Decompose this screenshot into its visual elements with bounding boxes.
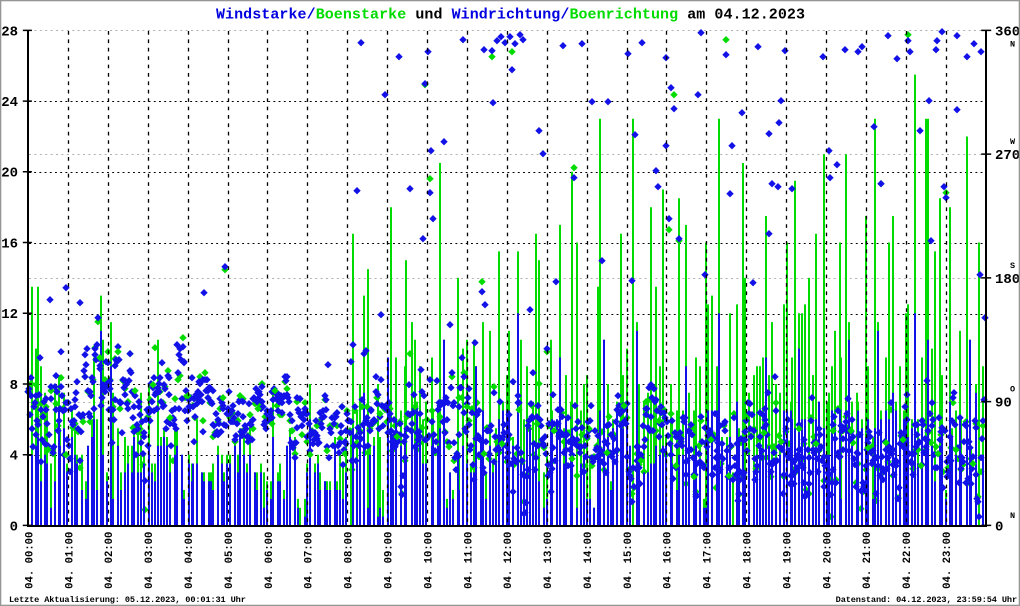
svg-text:04. 07:00: 04. 07:00 xyxy=(304,532,316,589)
svg-text:270: 270 xyxy=(995,148,1020,164)
svg-text:28: 28 xyxy=(1,24,18,40)
svg-text:04. 08:00: 04. 08:00 xyxy=(344,532,356,589)
svg-text:O: O xyxy=(1010,385,1015,395)
svg-text:04. 02:00: 04. 02:00 xyxy=(104,532,116,589)
svg-text:04. 21:00: 04. 21:00 xyxy=(862,532,874,589)
svg-text:04. 00:00: 04. 00:00 xyxy=(24,532,36,589)
svg-text:04. 05:00: 04. 05:00 xyxy=(224,532,236,589)
svg-text:16: 16 xyxy=(1,236,18,252)
svg-text:04. 16:00: 04. 16:00 xyxy=(663,532,675,589)
svg-text:04. 06:00: 04. 06:00 xyxy=(264,532,276,589)
svg-text:04. 01:00: 04. 01:00 xyxy=(64,532,76,589)
svg-text:20: 20 xyxy=(1,166,18,182)
svg-text:04. 20:00: 04. 20:00 xyxy=(822,532,834,589)
svg-text:04. 19:00: 04. 19:00 xyxy=(782,532,794,589)
svg-text:0: 0 xyxy=(995,519,1003,535)
svg-text:04. 04:00: 04. 04:00 xyxy=(184,532,196,589)
svg-text:04. 18:00: 04. 18:00 xyxy=(743,532,755,589)
svg-text:04. 22:00: 04. 22:00 xyxy=(902,532,914,589)
svg-text:180: 180 xyxy=(995,272,1020,288)
svg-text:360: 360 xyxy=(995,24,1020,40)
svg-text:8: 8 xyxy=(10,378,18,394)
svg-text:04. 13:00: 04. 13:00 xyxy=(543,532,555,589)
svg-text:N: N xyxy=(1010,39,1015,49)
svg-text:04. 17:00: 04. 17:00 xyxy=(703,532,715,589)
svg-text:04. 12:00: 04. 12:00 xyxy=(503,532,515,589)
svg-text:N: N xyxy=(1010,511,1015,521)
svg-text:04. 11:00: 04. 11:00 xyxy=(463,532,475,589)
svg-text:S: S xyxy=(1010,261,1015,271)
svg-text:04. 15:00: 04. 15:00 xyxy=(623,532,635,589)
svg-text:04. 03:00: 04. 03:00 xyxy=(144,532,156,589)
svg-text:90: 90 xyxy=(995,396,1012,412)
svg-text:Letzte Aktualisierung: 05.12.2: Letzte Aktualisierung: 05.12.2023, 00:01… xyxy=(9,595,246,605)
svg-text:04. 23:00: 04. 23:00 xyxy=(942,532,954,589)
svg-text:W: W xyxy=(1010,137,1016,147)
svg-text:Windstarke/Boenstarke und Wind: Windstarke/Boenstarke und Windrichtung/B… xyxy=(216,7,805,24)
svg-text:12: 12 xyxy=(1,307,18,323)
svg-text:Datenstand: 04.12.2023, 23:59:: Datenstand: 04.12.2023, 23:59:54 Uhr xyxy=(836,595,1017,605)
svg-text:04. 09:00: 04. 09:00 xyxy=(384,532,396,589)
svg-text:24: 24 xyxy=(1,95,18,111)
svg-text:04. 10:00: 04. 10:00 xyxy=(423,532,435,589)
svg-text:0: 0 xyxy=(10,519,18,535)
svg-text:04. 14:00: 04. 14:00 xyxy=(583,532,595,589)
svg-text:4: 4 xyxy=(10,449,18,465)
